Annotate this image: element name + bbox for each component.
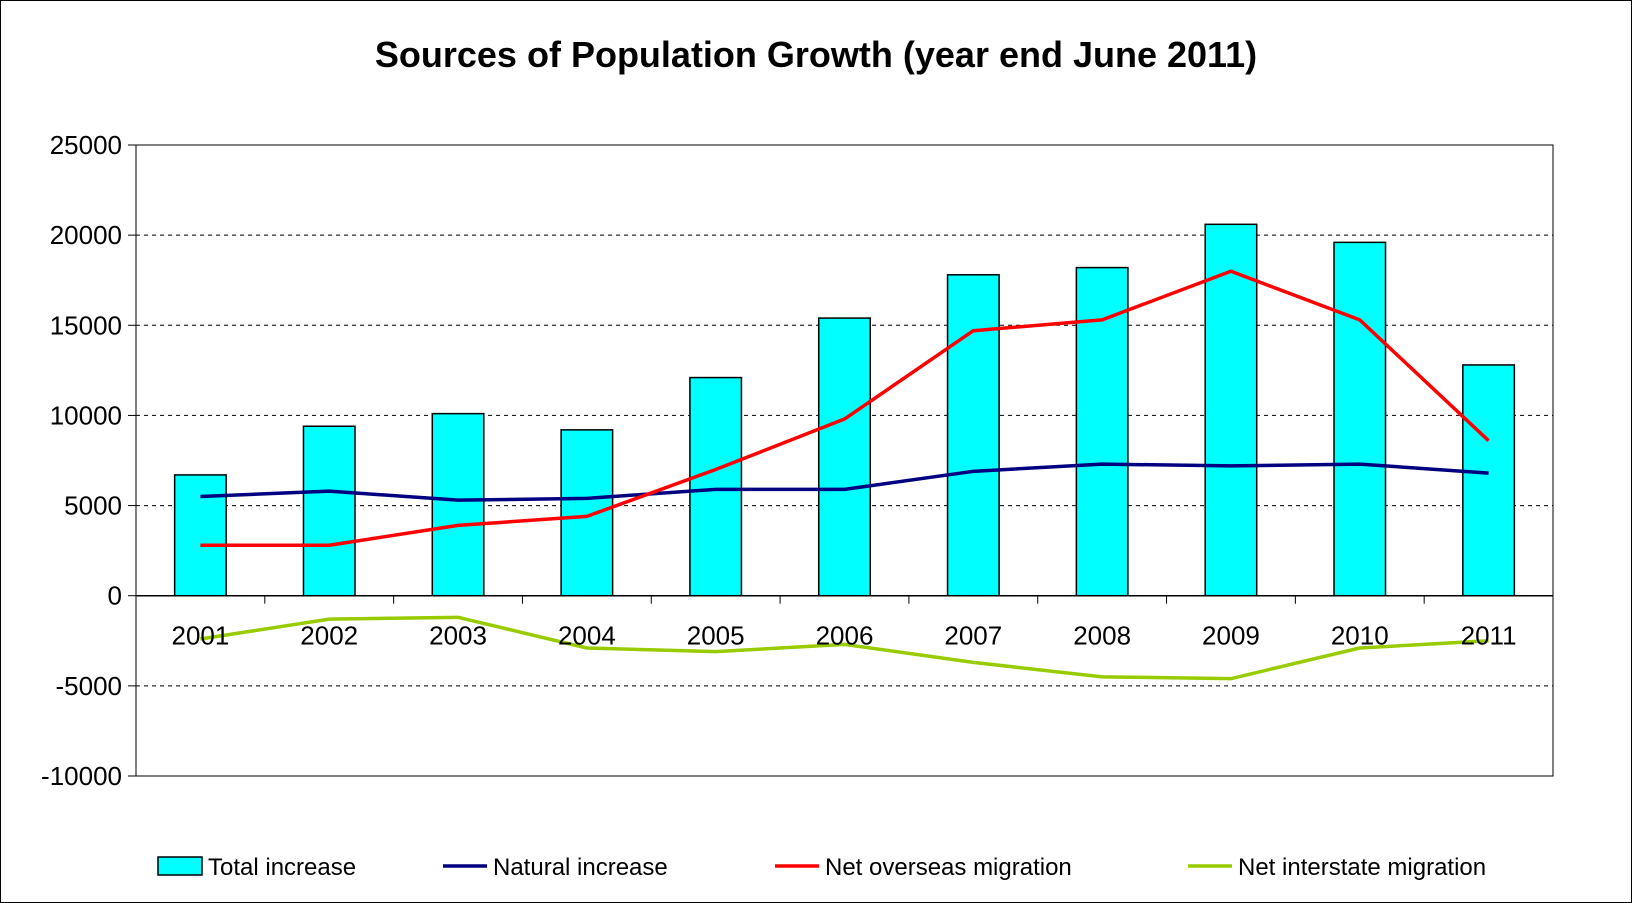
bar-total-increase	[1462, 364, 1516, 597]
line-natural-increase	[200, 462, 1489, 502]
x-tick-label: 2008	[1073, 621, 1131, 651]
x-tick-label: 2001	[171, 621, 229, 651]
bar-total-increase	[1075, 266, 1129, 597]
chart-title: Sources of Population Growth (year end J…	[374, 34, 1258, 75]
legend-label-net-interstate-migration: Net interstate migration	[1238, 854, 1486, 881]
bar-total-increase	[817, 317, 872, 597]
x-tick-label: 2006	[816, 621, 874, 651]
bar-total-increase	[946, 274, 1000, 597]
legend-label-net-overseas-migration: Net overseas migration	[825, 854, 1072, 881]
legend-swatch-total-increase	[157, 856, 203, 876]
x-tick-label: 2007	[944, 621, 1002, 651]
y-tick-label: -5000	[56, 671, 123, 701]
bar-total-increase	[431, 412, 485, 597]
y-tick-label: 20000	[50, 220, 122, 250]
line-net-overseas-migration	[200, 269, 1490, 547]
bar-total-increase	[689, 376, 743, 597]
bar-total-increase	[1204, 223, 1258, 597]
legend-label-total-increase: Total increase	[208, 854, 356, 881]
y-tick-label: 0	[108, 581, 122, 611]
line-layer	[200, 269, 1490, 681]
y-tick-label: -10000	[41, 761, 122, 791]
line-net-interstate-migration	[200, 615, 1489, 681]
x-tick-label: 2003	[429, 621, 487, 651]
x-tick-label: 2010	[1331, 621, 1389, 651]
x-tick-label: 2002	[300, 621, 358, 651]
y-tick-label: 10000	[50, 400, 122, 430]
x-tick-label: 2011	[1461, 621, 1517, 651]
bar-total-increase	[302, 425, 356, 597]
label-layer: 25000 20000 15000 10000 5000 0 -5000 -10000 2001…	[41, 130, 1517, 791]
x-tick-label: 2004	[558, 621, 616, 651]
y-tick-label: 5000	[64, 491, 122, 521]
axis-layer	[128, 144, 1554, 777]
x-tick-label: 2005	[687, 621, 745, 651]
y-tick-label: 15000	[50, 310, 122, 340]
bar-layer	[173, 223, 1516, 597]
legend-label-natural-increase: Natural increase	[493, 854, 668, 881]
x-tick-label: 2009	[1202, 621, 1260, 651]
y-tick-label: 25000	[50, 130, 122, 160]
bar-total-increase	[560, 429, 614, 597]
legend-layer: Total increase Natural increase Net overse…	[157, 854, 1486, 881]
bar-total-increase	[1333, 241, 1387, 597]
plot-area-border	[135, 144, 1554, 777]
bar-total-increase	[173, 474, 227, 597]
